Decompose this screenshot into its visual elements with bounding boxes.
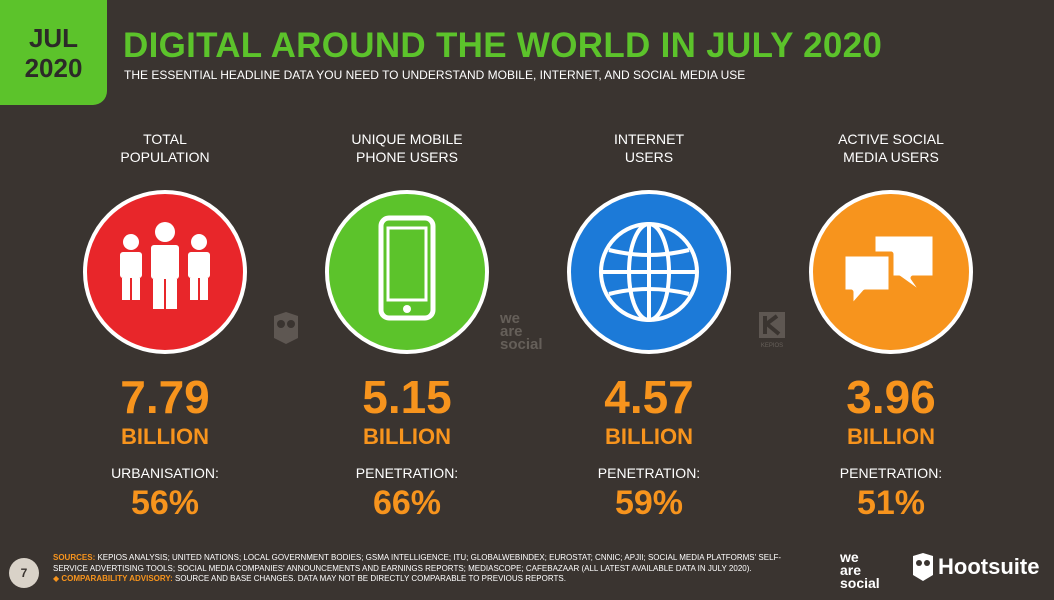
- stat-label-line2: PHONE USERS: [356, 149, 458, 165]
- stat-label-line2: MEDIA USERS: [843, 149, 939, 165]
- page-number: 7: [9, 558, 39, 588]
- date-badge-month: JUL: [28, 22, 79, 53]
- stat-unit: BILLION: [847, 424, 935, 449]
- stat-circle: [83, 190, 247, 354]
- sources-text: KEPIOS ANALYSIS; UNITED NATIONS; LOCAL G…: [53, 553, 782, 573]
- stat-label: TOTAL POPULATION: [55, 130, 275, 166]
- stat-circle: [809, 190, 973, 354]
- stat-sublabel: PENETRATION:: [839, 465, 943, 481]
- watermark-word: we: [500, 310, 521, 327]
- stat-label-line1: INTERNET: [614, 131, 684, 147]
- kepios-watermark-text: KEPIOS: [760, 343, 784, 349]
- stat-label-line1: UNIQUE MOBILE: [351, 131, 463, 147]
- mobile-phone-icon: [378, 215, 436, 321]
- stat-circle: [325, 190, 489, 354]
- stat-value: 5.15: [362, 371, 452, 423]
- stat-label: ACTIVE SOCIAL MEDIA USERS: [781, 130, 1001, 166]
- advisory-text: SOURCE AND BASE CHANGES. DATA MAY NOT BE…: [175, 574, 566, 583]
- we-are-social-logo: we are social: [840, 549, 880, 591]
- stat-active-social-media-users: ACTIVE SOCIAL MEDIA USERS 3.96 BILLION P…: [781, 0, 1001, 600]
- stat-subvalue: 59%: [614, 484, 684, 522]
- stat-unit: BILLION: [121, 424, 209, 449]
- stat-sublabel: PENETRATION:: [355, 465, 459, 481]
- stat-label-line2: USERS: [624, 149, 674, 165]
- page-title: DIGITAL AROUND THE WORLD IN JULY 2020: [123, 26, 883, 65]
- stat-subvalue: 66%: [372, 484, 442, 522]
- chat-bubbles-icon: [840, 231, 938, 311]
- hootsuite-logo: Hootsuite: [912, 553, 1039, 581]
- hootsuite-owl-watermark-icon: [274, 312, 298, 344]
- sources-footnote: SOURCES: KEPIOS ANALYSIS; UNITED NATIONS…: [53, 553, 813, 585]
- stat-sublabel: URBANISATION:: [111, 465, 219, 481]
- sources-key: SOURCES:: [53, 553, 96, 562]
- stat-circle: [567, 190, 731, 354]
- watermark-word: are: [500, 323, 523, 340]
- hootsuite-owl-icon: [913, 553, 933, 581]
- stat-subvalue: 51%: [856, 484, 926, 522]
- stat-sublabel: PENETRATION:: [597, 465, 701, 481]
- stat-label: UNIQUE MOBILE PHONE USERS: [297, 130, 517, 166]
- kepios-watermark: KEPIOS: [755, 312, 789, 349]
- stat-label-line2: POPULATION: [120, 149, 210, 165]
- logo-word: are: [840, 562, 862, 578]
- stat-value: 3.96: [846, 371, 936, 423]
- page-subtitle: THE ESSENTIAL HEADLINE DATA YOU NEED TO …: [124, 68, 746, 82]
- date-badge-year: 2020: [24, 52, 83, 83]
- stat-label-line1: TOTAL: [143, 131, 187, 147]
- date-badge: JUL 2020: [0, 0, 107, 105]
- stat-unique-mobile-users: UNIQUE MOBILE PHONE USERS 5.15 BILLION P…: [297, 0, 517, 600]
- hootsuite-logo-text: Hootsuite: [938, 554, 1040, 579]
- stat-total-population: TOTAL POPULATION 7.79 BILLION URBANISATI…: [55, 0, 275, 600]
- logo-word: social: [840, 575, 880, 591]
- advisory-key: ◆ COMPARABILITY ADVISORY:: [53, 574, 173, 583]
- stat-value: 7.79: [120, 371, 210, 423]
- stat-internet-users: INTERNET USERS 4.57 BILLION PENETRATION:…: [539, 0, 759, 600]
- stat-subvalue: 56%: [130, 484, 200, 522]
- logo-word: we: [840, 549, 859, 565]
- we-are-social-watermark: we are social: [500, 310, 543, 353]
- watermark-word: social: [500, 336, 543, 353]
- people-icon: [120, 222, 210, 309]
- stat-unit: BILLION: [605, 424, 693, 449]
- stat-unit: BILLION: [363, 424, 451, 449]
- stat-label-line1: ACTIVE SOCIAL: [838, 131, 944, 147]
- stat-value: 4.57: [604, 371, 694, 423]
- stat-label: INTERNET USERS: [539, 130, 759, 166]
- globe-icon: [599, 222, 699, 322]
- kepios-logo-icon: [759, 312, 785, 338]
